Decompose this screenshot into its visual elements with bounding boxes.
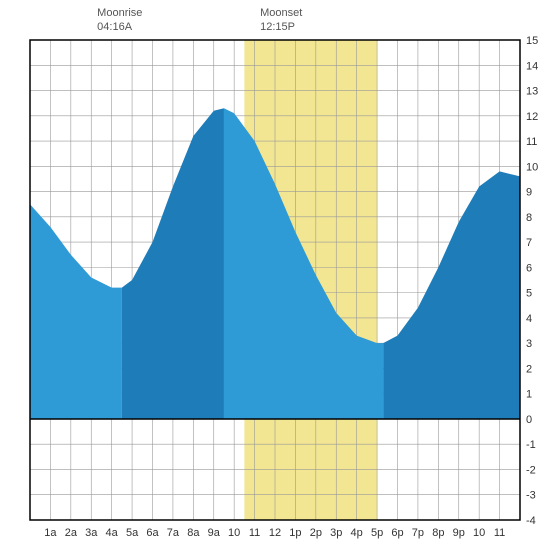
xtick-label: 9p	[453, 527, 465, 539]
moonrise-time: 04:16A	[97, 20, 142, 34]
xtick-label: 10	[473, 527, 485, 539]
ytick-label: 9	[526, 187, 532, 199]
ytick-label: 14	[526, 60, 538, 72]
ytick-label: 2	[526, 363, 532, 375]
xtick-label: 12	[269, 527, 281, 539]
moonrise-annotation: Moonrise04:16A	[97, 6, 142, 35]
xtick-label: 6a	[146, 527, 159, 539]
xtick-label: 1a	[44, 527, 57, 539]
moonset-annotation: Moonset12:15P	[260, 6, 302, 35]
ytick-label: 5	[526, 288, 532, 300]
ytick-label: 6	[526, 262, 532, 274]
chart-svg: -4-3-2-101234567891011121314151a2a3a4a5a…	[0, 0, 550, 550]
xtick-label: 4p	[351, 527, 363, 539]
ytick-label: -2	[526, 464, 536, 476]
xtick-label: 5a	[126, 527, 139, 539]
ytick-label: 7	[526, 237, 532, 249]
ytick-label: 1	[526, 389, 532, 401]
moonrise-title: Moonrise	[97, 6, 142, 20]
xtick-label: 8p	[432, 527, 444, 539]
ytick-label: 3	[526, 338, 532, 350]
xtick-label: 8a	[187, 527, 200, 539]
moonset-title: Moonset	[260, 6, 302, 20]
xtick-label: 2p	[310, 527, 322, 539]
ytick-label: 13	[526, 86, 538, 98]
xtick-label: 11	[494, 527, 505, 539]
moonset-time: 12:15P	[260, 20, 302, 34]
ytick-label: 15	[526, 35, 538, 47]
ytick-label: 11	[526, 136, 537, 148]
xtick-label: 5p	[371, 527, 383, 539]
tide-chart: -4-3-2-101234567891011121314151a2a3a4a5a…	[0, 0, 550, 550]
xtick-label: 9a	[208, 527, 221, 539]
xtick-label: 6p	[391, 527, 403, 539]
xtick-label: 7p	[412, 527, 424, 539]
xtick-label: 11	[249, 527, 260, 539]
ytick-label: 8	[526, 212, 532, 224]
ytick-label: 0	[526, 414, 532, 426]
xtick-label: 10	[228, 527, 240, 539]
xtick-label: 2a	[65, 527, 78, 539]
xtick-label: 7a	[167, 527, 180, 539]
xtick-label: 3a	[85, 527, 98, 539]
xtick-label: 4a	[106, 527, 119, 539]
ytick-label: 4	[526, 313, 532, 325]
ytick-label: -4	[526, 515, 536, 527]
ytick-label: 10	[526, 161, 538, 173]
ytick-label: -1	[526, 439, 536, 451]
xtick-label: 3p	[330, 527, 342, 539]
ytick-label: 12	[526, 111, 538, 123]
xtick-label: 1p	[289, 527, 301, 539]
ytick-label: -3	[526, 490, 536, 502]
